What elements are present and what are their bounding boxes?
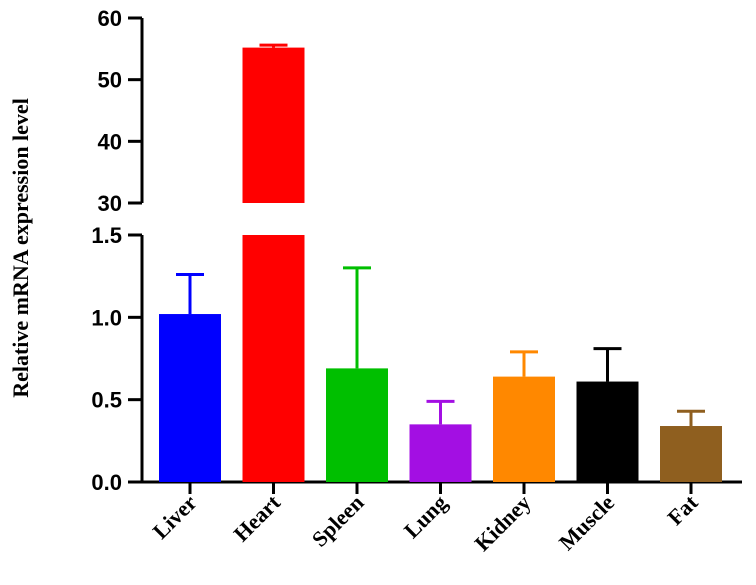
y-tick-label: 60 — [98, 6, 122, 31]
bar-spleen — [326, 368, 388, 482]
x-tick-label-spleen: Spleen — [307, 490, 369, 552]
x-tick-label-fat: Fat — [662, 489, 703, 530]
x-tick-label-heart: Heart — [228, 489, 285, 546]
x-tick-label-kidney: Kidney — [469, 490, 535, 556]
x-tick-label-lung: Lung — [399, 490, 452, 543]
x-tick-label-liver: Liver — [148, 490, 202, 544]
y-tick-label: 40 — [98, 129, 122, 154]
y-tick-label: 1.5 — [91, 223, 122, 248]
y-tick-label: 30 — [98, 191, 122, 216]
bar-muscle — [576, 381, 639, 482]
bar-heart-lower — [242, 235, 305, 482]
bar-kidney — [493, 376, 555, 482]
y-axis-label: Relative mRNA expression level — [8, 98, 33, 398]
bar-fat — [660, 426, 722, 482]
bar-heart-upper — [242, 47, 305, 203]
bar-liver — [159, 314, 221, 482]
bar-lung — [409, 424, 472, 482]
y-tick-label: 0.0 — [91, 470, 122, 495]
y-tick-label: 1.0 — [91, 305, 122, 330]
y-tick-label: 50 — [98, 68, 122, 93]
y-tick-label: 0.5 — [91, 388, 122, 413]
x-tick-label-muscle: Muscle — [554, 490, 619, 555]
bars — [159, 43, 722, 482]
